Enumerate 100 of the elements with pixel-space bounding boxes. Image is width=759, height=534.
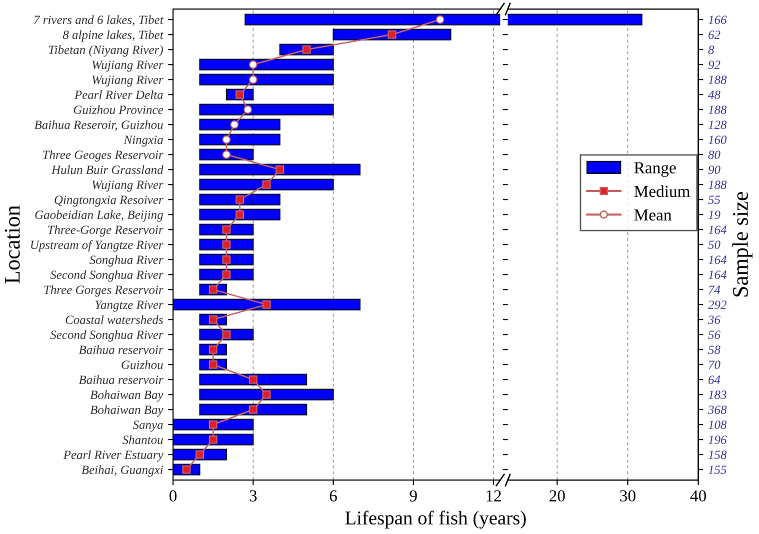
point — [302, 45, 311, 54]
point — [262, 180, 271, 189]
y2-tick-label: 166 — [708, 16, 727, 24]
y2-tick-label: 108 — [708, 420, 727, 430]
y2-tick-label: 164 — [708, 270, 726, 280]
point — [276, 165, 284, 174]
point — [244, 105, 252, 114]
y-tick-label: Second Songhua River — [50, 330, 164, 342]
legend-label: Mean — [634, 209, 672, 221]
point — [248, 405, 258, 414]
y-tick-label: Wujiang River — [92, 76, 164, 87]
y-tick-label: Three Geoges Reservoir — [43, 150, 164, 162]
point — [196, 450, 204, 459]
y2-tick-label: 164 — [708, 226, 726, 234]
x-tick-label: 0 — [170, 490, 177, 502]
y-tick-label: Coastal watersheds — [66, 315, 163, 324]
y-axis-title: Location — [4, 205, 20, 284]
y-tick-label: Pearl River Estuary — [63, 450, 164, 462]
x-tick-label: 3 — [250, 490, 257, 502]
x-tick-label: 12 — [486, 490, 501, 502]
point — [248, 60, 258, 69]
bar — [173, 298, 361, 310]
y2-tick-label: 160 — [708, 136, 727, 144]
y-tick-label: Ningxia — [124, 136, 163, 147]
y-tick-label: Yangtze River — [95, 300, 164, 312]
y2-tick-label: 368 — [708, 406, 727, 414]
y2-tick-label: 90 — [708, 166, 720, 174]
y-tick-label: Baihua Reseroir, Guizhou — [34, 120, 163, 131]
x-tick-label: 9 — [410, 490, 417, 502]
point — [248, 375, 258, 384]
y2-tick-label: 58 — [708, 346, 720, 354]
point — [236, 195, 244, 204]
y-tick-label: Qingtongxia Resoiver — [54, 196, 164, 207]
y2-tick-label: 64 — [708, 376, 720, 384]
bar — [199, 404, 308, 416]
y2-tick-label: 55 — [708, 196, 720, 204]
bar — [173, 418, 254, 430]
y-tick-label: Baihua reservoir — [78, 375, 164, 384]
x-tick-label: 30 — [620, 490, 636, 502]
y2-axis-title: Sample size — [732, 192, 752, 296]
y2-tick-label: 92 — [708, 60, 720, 70]
y-tick-label: Shantou — [122, 435, 163, 444]
x-axis-title: Lifespan of fish (years) — [345, 510, 526, 529]
y2-tick-label: 188 — [708, 106, 727, 114]
y2-tick-label: 155 — [708, 466, 726, 474]
point — [222, 270, 231, 279]
bar — [199, 208, 280, 220]
y2-tick-label: 80 — [708, 150, 720, 160]
bar — [199, 164, 361, 176]
bar — [199, 134, 280, 146]
y2-tick-label: 70 — [708, 360, 720, 370]
y-tick-label: Sanya — [132, 420, 163, 432]
y2-tick-label: 50 — [708, 240, 720, 250]
point — [222, 255, 231, 264]
y-tick-label: Three-Gorge Reservoir — [48, 225, 164, 237]
y-tick-label: Pearl River Delta — [74, 90, 163, 100]
y2-tick-label: 164 — [708, 256, 726, 264]
x-tick-label: 6 — [330, 490, 337, 502]
y-tick-label: Beihai, Guangxi — [82, 465, 163, 477]
point — [208, 435, 218, 444]
point — [230, 120, 239, 129]
y2-tick-label: 48 — [708, 90, 720, 100]
y2-tick-label: 74 — [708, 286, 720, 294]
y-tick-label: Bohaiwan Bay — [90, 405, 164, 417]
point — [388, 30, 396, 39]
point — [222, 150, 231, 159]
y2-tick-label: 196 — [708, 436, 727, 444]
bar — [199, 388, 334, 400]
y2-tick-label: 19 — [708, 210, 720, 220]
point — [222, 330, 231, 339]
point — [436, 15, 444, 24]
y2-tick-label: 56 — [708, 330, 720, 340]
y2-tick-label: 158 — [708, 450, 727, 460]
y2-tick-label: 62 — [708, 30, 720, 40]
point — [262, 390, 271, 399]
y-tick-label: 7 rivers and 6 lakes, Tibet — [34, 15, 164, 26]
y2-tick-label: 292 — [708, 300, 726, 310]
y-tick-label: Guizhou Province — [74, 105, 164, 114]
y-tick-label: Guizhou — [122, 360, 163, 370]
y2-tick-label: 128 — [708, 120, 727, 130]
bar — [173, 434, 254, 446]
point — [222, 135, 231, 144]
y2-tick-label: 188 — [708, 180, 727, 190]
y-tick-label: Songhua River — [90, 255, 164, 267]
bar — [199, 178, 334, 190]
bar — [199, 58, 334, 70]
y-tick-label: Wujiang River — [92, 60, 164, 72]
x-tick-label: 20 — [550, 490, 565, 502]
y2-tick-label: 188 — [708, 76, 727, 84]
y2-tick-label: 8 — [708, 46, 714, 54]
y-tick-label: Tibetan (Niyang River) — [48, 45, 163, 57]
y-tick-label: Second Songhua River — [50, 270, 164, 282]
y-tick-label: Bohaiwan Bay — [90, 390, 164, 402]
point — [236, 210, 244, 219]
y-tick-label: Upstream of Yangtze River — [31, 240, 164, 252]
point — [222, 240, 231, 249]
bar — [199, 74, 334, 86]
point — [222, 225, 231, 234]
point — [262, 300, 271, 309]
y-tick-label: Hulun Buir Grassland — [51, 165, 164, 174]
